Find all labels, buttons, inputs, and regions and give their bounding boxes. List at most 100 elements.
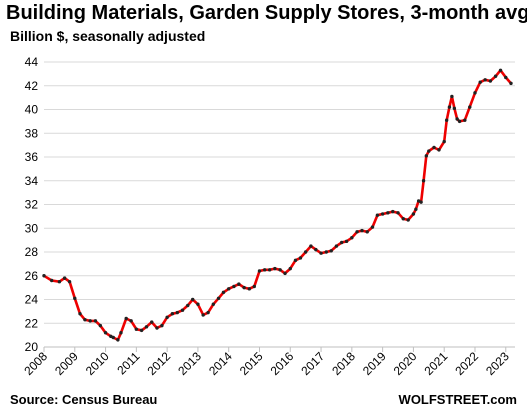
x-tick-label: 2014 (206, 349, 235, 378)
y-tick-label: 20 (25, 340, 39, 354)
x-tick-label: 2017 (298, 349, 327, 378)
y-tick-label: 36 (25, 150, 39, 164)
data-point (365, 230, 369, 234)
data-point (155, 326, 159, 330)
data-point (421, 179, 426, 183)
grid-lines (44, 61, 515, 348)
x-tick-label: 2012 (144, 349, 173, 378)
data-point (247, 287, 252, 291)
x-tick-label: 2013 (175, 349, 204, 378)
data-point (150, 320, 154, 324)
data-point (419, 200, 423, 204)
data-point (144, 325, 149, 329)
x-tick-label: 2019 (360, 349, 389, 378)
data-point (442, 139, 446, 144)
data-point (49, 278, 54, 283)
data-point (103, 331, 108, 335)
x-tick-label: 2009 (52, 349, 81, 378)
data-point (437, 148, 441, 152)
data-point (165, 315, 169, 320)
data-point (78, 312, 82, 316)
data-point (201, 313, 205, 317)
data-point (232, 284, 236, 289)
chart-subtitle: Billion $, seasonally adjusted (10, 28, 206, 44)
data-point (473, 91, 477, 95)
y-tick-label: 42 (25, 79, 39, 93)
data-point (391, 209, 395, 214)
data-point (283, 271, 287, 276)
data-point (180, 308, 185, 312)
data-point (504, 75, 508, 80)
data-point (339, 240, 344, 245)
data-point (257, 269, 262, 273)
data-point (396, 211, 400, 215)
data-point (119, 331, 123, 335)
data-point (221, 290, 226, 295)
data-point (98, 323, 103, 328)
source-note: Source: Census Bureau (10, 392, 158, 407)
data-point (406, 218, 410, 222)
brand-label: WOLFSTREET.com (398, 392, 517, 407)
data-point (447, 105, 452, 109)
data-point (88, 319, 92, 323)
data-point (488, 79, 493, 83)
data-point (309, 244, 313, 248)
data-point (386, 211, 390, 215)
data-point (457, 119, 462, 124)
data-point (242, 285, 246, 290)
data-point (455, 117, 459, 121)
data-point (314, 247, 318, 252)
data-point (42, 274, 46, 278)
data-point (278, 268, 282, 272)
x-tick-label: 2015 (237, 349, 266, 378)
data-point (124, 316, 128, 321)
data-point (463, 118, 467, 122)
y-tick-label: 40 (25, 103, 39, 117)
data-point (298, 256, 303, 260)
data-point (160, 323, 164, 328)
data-point (227, 287, 231, 291)
y-axis-ticks: 20 22 24 26 28 30 32 34 36 38 40 42 44 (25, 55, 39, 354)
y-tick-label: 28 (25, 245, 39, 259)
y-tick-label: 26 (25, 269, 39, 283)
data-point (211, 302, 216, 306)
data-point (370, 225, 375, 229)
data-point (288, 266, 292, 271)
data-point (375, 213, 380, 217)
data-point (350, 236, 354, 240)
x-axis-ticks: 2008 2009 2010 2011 2012 2013 2014 2015 2016 2017… (21, 349, 512, 378)
data-point (468, 105, 472, 109)
data-point (450, 94, 454, 99)
data-point (427, 149, 431, 153)
data-point (83, 317, 87, 322)
data-point (329, 249, 333, 253)
y-tick-label: 44 (25, 55, 39, 69)
data-point (478, 80, 482, 84)
x-tick-label: 2011 (114, 349, 142, 377)
data-point (175, 310, 179, 315)
data-point (139, 328, 144, 333)
chart-title: Building Materials, Garden Supply Stores… (6, 2, 527, 24)
data-point (57, 279, 62, 284)
y-tick-label: 38 (25, 126, 39, 140)
data-point (196, 302, 200, 306)
data-point (411, 212, 416, 216)
x-tick-label: 2021 (422, 349, 451, 378)
data-point (334, 244, 339, 248)
y-tick-label: 30 (25, 221, 39, 235)
data-point (67, 279, 72, 284)
data-point (324, 250, 328, 254)
data-point (129, 319, 133, 323)
data-point (267, 268, 272, 272)
data-point (303, 250, 308, 254)
data-point (444, 118, 449, 122)
data-point (355, 230, 359, 234)
data-point (493, 74, 498, 78)
data-point (111, 335, 115, 340)
data-point (483, 78, 487, 82)
data-point (186, 303, 190, 308)
data-point (206, 310, 210, 315)
data-point (401, 217, 405, 221)
data-point (134, 327, 139, 331)
